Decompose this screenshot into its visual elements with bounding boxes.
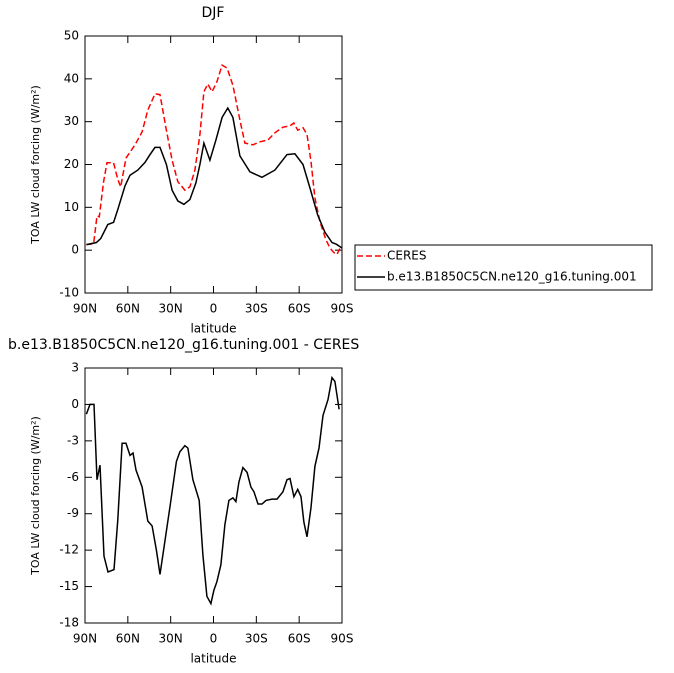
y-tick-label: -10 (59, 286, 79, 300)
series-line (86, 106, 343, 249)
y-tick-label: -3 (67, 433, 79, 447)
y-tick-label: -12 (59, 543, 79, 557)
x-tick-label: 90S (331, 302, 354, 316)
chart-title: DJF (202, 5, 225, 21)
legend-box (354, 244, 653, 291)
x-axis-label: latitude (190, 322, 236, 336)
y-tick-label: 50 (64, 29, 79, 43)
x-tick-label: 90N (73, 632, 97, 646)
x-tick-label: 60S (288, 302, 311, 316)
x-tick-label: 0 (210, 302, 218, 316)
x-tick-label: 30S (245, 632, 268, 646)
x-tick-label: 60S (288, 632, 311, 646)
y-tick-label: -18 (59, 616, 79, 630)
x-tick-label: 0 (210, 632, 218, 646)
series-line (86, 63, 343, 256)
y-tick-label: 0 (71, 243, 79, 257)
y-tick-label: 0 (71, 397, 79, 411)
x-axis-label: latitude (190, 652, 236, 666)
x-tick-label: 90N (73, 302, 97, 316)
y-tick-label: -6 (67, 470, 79, 484)
y-tick-label: 10 (64, 200, 79, 214)
y-tick-label: 30 (64, 114, 79, 128)
x-tick-label: 90S (331, 632, 354, 646)
y-tick-label: -15 (59, 579, 79, 593)
y-axis-label: TOA LW cloud forcing (W/m²) (29, 85, 42, 245)
data-line (85, 375, 340, 606)
legend-label: b.e13.B1850C5CN.ne120_g16.tuning.001 (387, 270, 637, 284)
chart-title: b.e13.B1850C5CN.ne120_g16.tuning.001 - C… (8, 337, 359, 353)
x-tick-label: 30N (159, 632, 183, 646)
y-tick-label: 20 (64, 157, 79, 171)
legend-label: CERES (387, 249, 427, 263)
plot-frame (84, 367, 343, 624)
y-tick-label: -9 (67, 506, 79, 520)
y-axis-label: TOA LW cloud forcing (W/m²) (29, 416, 42, 576)
x-tick-label: 60N (116, 632, 140, 646)
x-tick-label: 30S (245, 302, 268, 316)
y-tick-label: 3 (71, 361, 79, 375)
y-tick-label: 40 (64, 71, 79, 85)
x-tick-label: 60N (116, 302, 140, 316)
x-tick-label: 30N (159, 302, 183, 316)
